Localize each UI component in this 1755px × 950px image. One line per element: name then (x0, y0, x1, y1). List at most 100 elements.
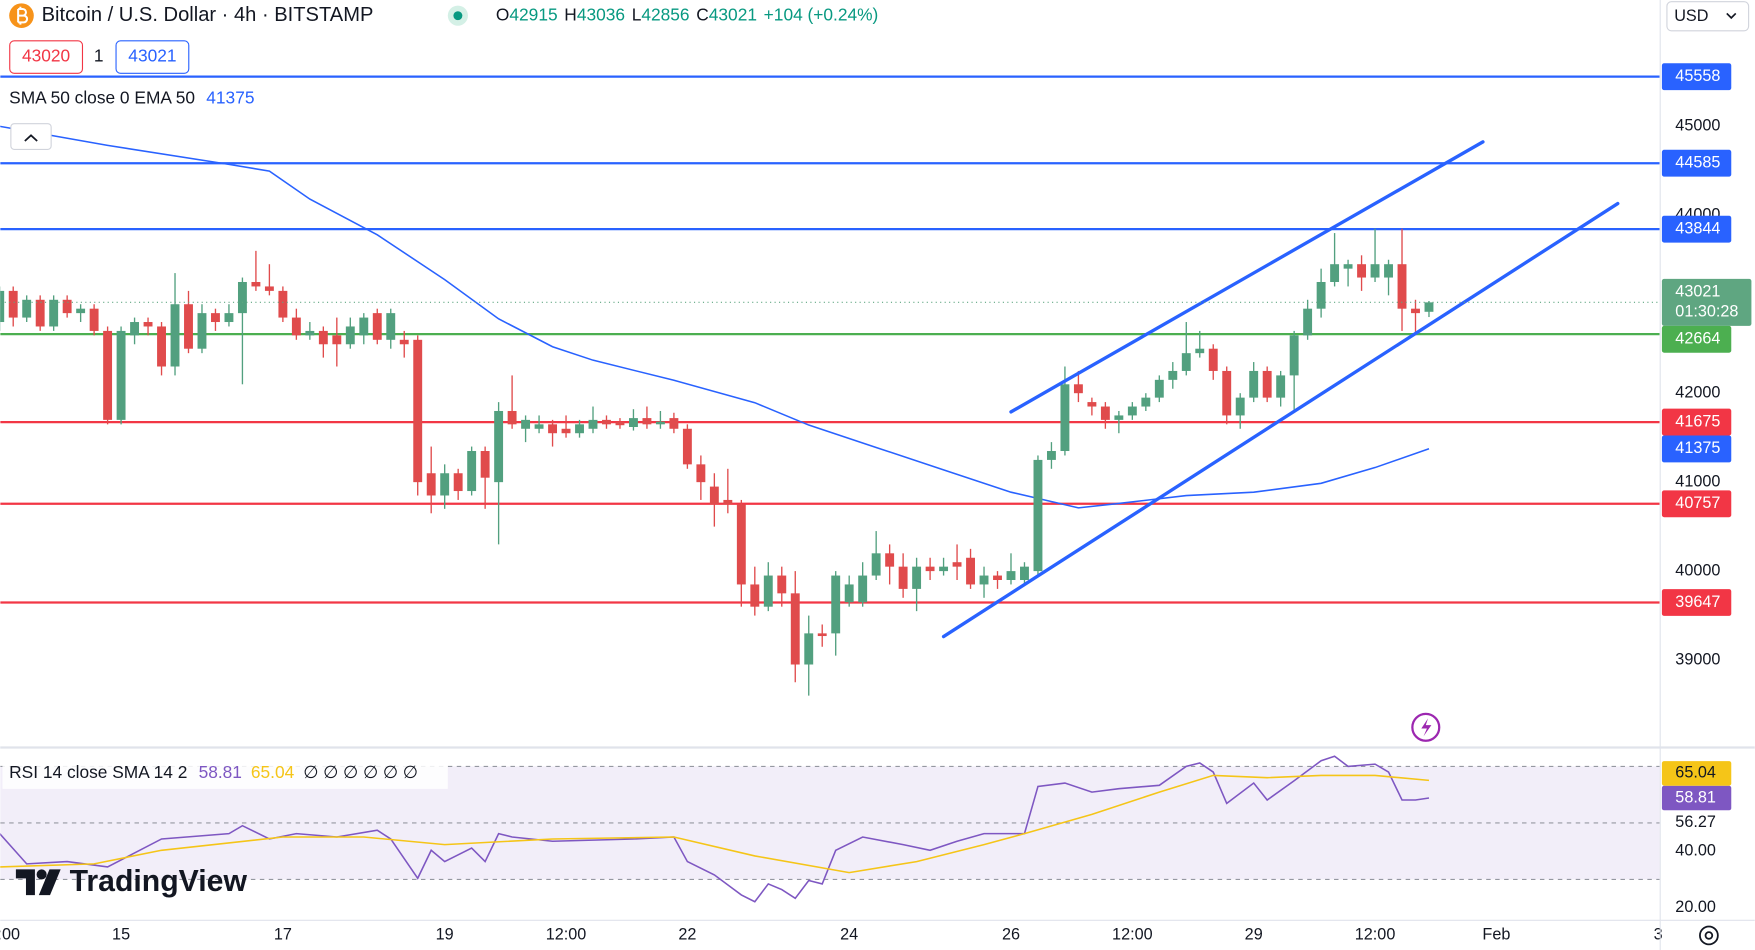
price-tag (1661, 589, 1732, 616)
candle-body (278, 290, 288, 318)
header: Bitcoin / U.S. Dollar · 4h · BITSTAMP O4… (9, 3, 879, 150)
ohlc-label: L (632, 4, 642, 24)
price-tag-label: 42664 (1675, 330, 1720, 348)
candle-body (49, 299, 59, 327)
candle-body (1020, 566, 1029, 580)
candle-body (62, 299, 72, 314)
candle-body (1208, 348, 1218, 371)
candle-body (629, 418, 638, 427)
candle-body (264, 286, 274, 291)
candle-body (750, 584, 760, 607)
ohlc-change: +104 (+0.24%) (764, 4, 879, 24)
buy-button[interactable] (115, 40, 190, 74)
candle-body (1195, 348, 1205, 354)
candle-body (76, 308, 86, 314)
candle-body (345, 326, 355, 345)
candle-body (736, 504, 746, 585)
candle-body (1397, 264, 1407, 309)
candle-body (1303, 308, 1313, 336)
channel-line (941, 201, 1620, 639)
candle-body (1262, 370, 1272, 398)
settings-icon (1704, 931, 1714, 940)
price-tag-label: 45558 (1675, 67, 1720, 85)
ohlc-label: C (696, 4, 709, 24)
symbol-title: Bitcoin / U.S. Dollar · 4h · BITSTAMP (42, 4, 374, 26)
x-tick-label: 15 (112, 926, 130, 944)
candle-body (507, 410, 517, 425)
candle-body (426, 473, 436, 496)
candle-body (561, 428, 571, 434)
candle-body (939, 566, 949, 572)
ohlc-value: 43021 (709, 4, 757, 24)
candle-body (22, 299, 32, 318)
candle-body (777, 575, 787, 594)
candle-body (588, 419, 598, 429)
series-line (0, 755, 1430, 903)
x-tick-label: 26 (1002, 926, 1020, 944)
settings-button[interactable] (1699, 925, 1719, 946)
candle-body (1289, 335, 1299, 376)
price-tag-label: 01:30:28 (1675, 303, 1738, 321)
rsi-placeholders: ∅ ∅ ∅ ∅ ∅ ∅ (303, 762, 418, 782)
candle-body (534, 424, 544, 429)
price-tag-label: 44585 (1675, 154, 1720, 172)
candle-body (480, 451, 490, 478)
candle-body (103, 330, 113, 420)
candle-body (1168, 370, 1178, 380)
channel-line (1009, 140, 1485, 414)
price-tag-label: 41675 (1675, 412, 1720, 430)
candle-body (804, 633, 814, 665)
price-tag (1661, 215, 1732, 243)
sell-button[interactable] (9, 40, 84, 74)
logo-dot (36, 869, 47, 880)
x-tick-label: 3 (1654, 926, 1663, 944)
rsi-title: RSI 14 close SMA 14 2 (9, 762, 187, 782)
candle-body (696, 464, 706, 483)
candle-body (116, 330, 126, 420)
x-tick-label: 19 (436, 926, 454, 944)
candle-body (682, 428, 692, 465)
x-tick-label: 24 (840, 926, 858, 944)
candle-body (1127, 406, 1137, 416)
candle-body (157, 326, 166, 367)
market-status-dot (453, 11, 463, 21)
ohlc-label: O (496, 4, 509, 24)
y-tick-label: 39000 (1675, 650, 1720, 668)
x-axis: 12:00 15 17 19 12:00 22 24 26 12:00 29 12:00 Feb 3 (0, 926, 1663, 944)
price-tag-label: 65.04 (1675, 764, 1716, 782)
candle-body (723, 499, 733, 505)
candle-body (305, 330, 315, 336)
candle-body (615, 421, 625, 426)
currency-select[interactable] (1666, 1, 1750, 32)
y-tick-label: 41000 (1675, 472, 1720, 490)
candle-body (318, 330, 328, 345)
indicator-value: 41375 (206, 87, 254, 107)
candle-body (1154, 379, 1164, 398)
candle-body (197, 313, 207, 349)
price-tag-label: 41375 (1675, 439, 1720, 457)
candle-body (467, 451, 477, 492)
candle-body (548, 424, 558, 434)
candle-body (1330, 264, 1340, 282)
candle-body (1046, 451, 1056, 460)
ohlc-value: 42915 (509, 4, 557, 24)
price-tag (1661, 63, 1732, 91)
series-line (0, 774, 1430, 874)
y-tick-label: 45000 (1675, 117, 1720, 135)
candle-body (602, 419, 611, 425)
candle-body (0, 290, 5, 323)
x-tick-label: Feb (1482, 926, 1510, 944)
candle-body (8, 290, 18, 318)
candle-body (494, 410, 504, 483)
candle-body (170, 304, 180, 367)
candle-body (655, 421, 665, 425)
indicator-name: SMA 50 close 0 EMA 50 (9, 87, 195, 107)
candle-body (1235, 397, 1245, 416)
price-tag (1661, 408, 1732, 436)
indicator-legend: SMA 50 close 0 EMA 50 41375 (9, 87, 254, 107)
series-line (0, 125, 1430, 509)
candle-body (790, 593, 800, 665)
